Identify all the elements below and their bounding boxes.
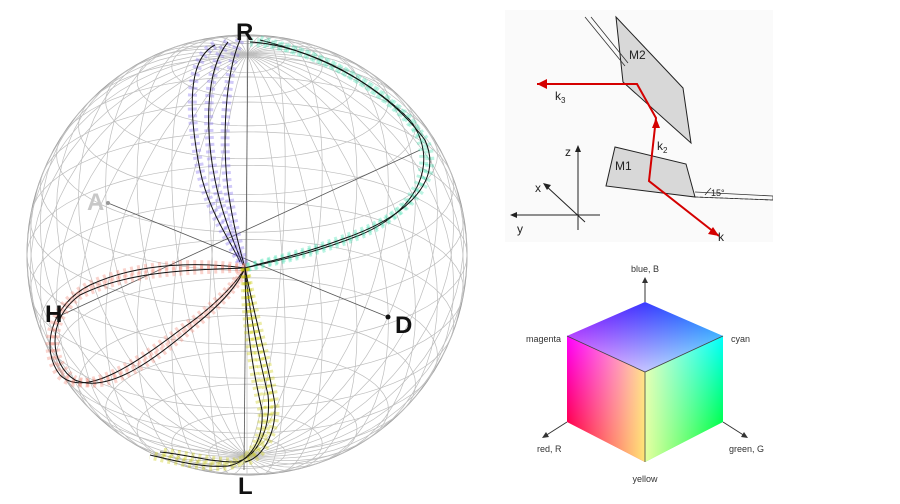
trajectory-line (244, 267, 276, 463)
mirror-m2-edge-1 (584, 16, 626, 67)
sphere-axes (54, 34, 421, 471)
label-H: H (45, 301, 62, 328)
beam-label-k2: k2 (657, 139, 668, 155)
mirror-diagram-panel: M2 15° M1 k3 k2 k (505, 10, 773, 242)
label-D: D (395, 312, 412, 339)
trajectory-line (159, 267, 270, 463)
axis-y-arrow (510, 212, 517, 218)
axis-A-D (107, 202, 389, 318)
point-D (385, 314, 391, 320)
beam-label-k1: k (718, 230, 725, 242)
trajectory-halo (243, 35, 429, 273)
axis-x-arrow (543, 183, 551, 190)
trajectory-line (224, 39, 246, 269)
cube-label-cyan: cyan (731, 334, 750, 344)
sphere-trajectories (45, 35, 435, 471)
mirror-m2-label: M2 (629, 48, 646, 62)
label-R: R (236, 19, 253, 46)
cube-axis-blue-arrow (642, 277, 648, 283)
axis-x-label: x (535, 181, 541, 195)
cube-label-yellow: yellow (632, 474, 658, 484)
cube-axis-red (544, 421, 568, 437)
sphere-grid (26, 34, 468, 476)
cube-right-face-overlay (645, 336, 723, 462)
mirror-m2-edge-2 (590, 16, 629, 64)
mirror-svg: M2 15° M1 k3 k2 k (510, 15, 773, 242)
cube-top-face-overlay (567, 302, 723, 372)
axis-x-line (544, 184, 586, 223)
trajectory-halo (243, 37, 435, 273)
mirror-m1-plate (694, 191, 773, 201)
mirror-m2 (615, 15, 692, 145)
axis-z-arrow (575, 145, 581, 152)
cube-axis-green-arrow (741, 432, 748, 438)
trajectory-line (208, 41, 244, 266)
cube-label-green: green, G (729, 444, 764, 454)
trajectory-line (49, 264, 246, 384)
point-A (106, 201, 110, 205)
axis-H-V (54, 149, 421, 319)
longitude-line (208, 35, 286, 475)
beam-arrow-k2 (652, 118, 660, 128)
trajectory-line (244, 41, 431, 269)
mirror-m1-reference-line (694, 196, 773, 201)
trajectory-line (244, 39, 425, 269)
beam-label-k3: k3 (555, 89, 566, 105)
cube-label-red: red, R (537, 444, 562, 454)
angle-label: 15° (711, 188, 725, 198)
trajectory-line (191, 44, 241, 263)
beam-arrow-k1 (708, 227, 719, 236)
cube-axis-green (722, 421, 746, 437)
axis-z-label: z (565, 145, 571, 159)
color-cube-panel: blue, B magenta cyan red, R green, G yel… (505, 252, 773, 498)
sphere-panel: R H A D L (26, 19, 468, 500)
trajectory-line (149, 267, 263, 467)
label-A: A (87, 189, 104, 216)
color-cube-svg: blue, B magenta cyan red, R green, G yel… (526, 264, 764, 484)
cube-label-blue: blue, B (631, 264, 659, 274)
angle-arc (704, 187, 712, 196)
label-L: L (238, 473, 253, 500)
axis-R-L (243, 34, 249, 471)
cube-left-face-overlay (567, 336, 645, 462)
axis-y-label: y (517, 222, 523, 236)
cube-axis-red-arrow (542, 432, 549, 438)
beam-arrow-k3 (537, 79, 547, 89)
coordinate-axes: z y x (510, 145, 600, 236)
sphere-svg: R H A D L (26, 19, 468, 500)
mirror-m1-label: M1 (615, 159, 632, 173)
cube-label-magenta: magenta (526, 334, 561, 344)
trajectory-line (54, 267, 246, 384)
